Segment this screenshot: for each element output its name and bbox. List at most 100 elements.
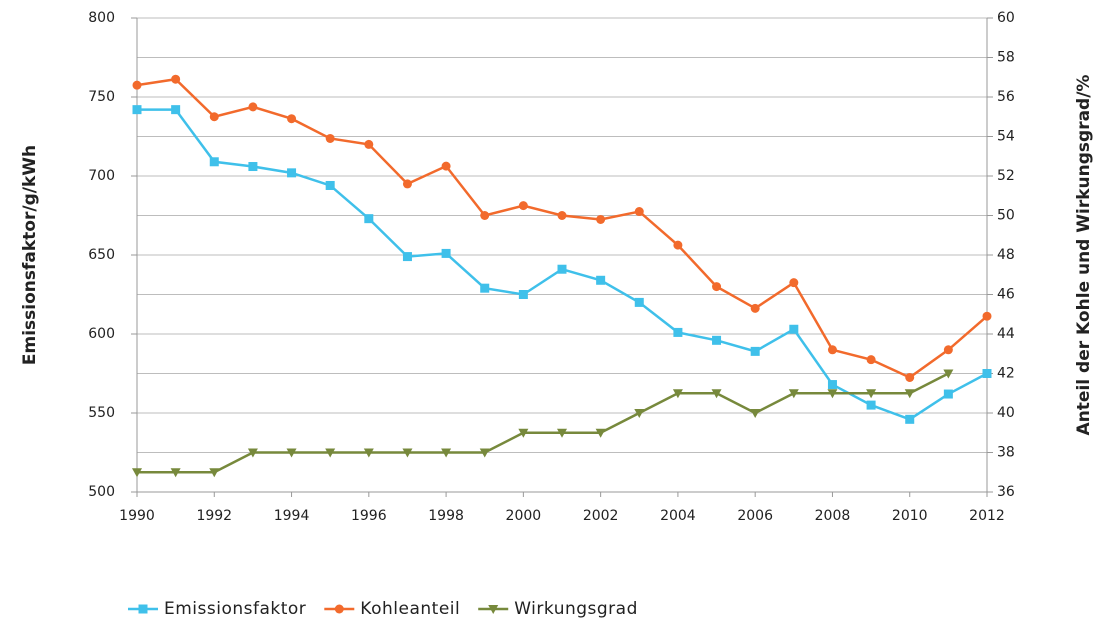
marker	[518, 428, 529, 438]
y-tick-label: 550	[88, 405, 115, 421]
marker	[325, 448, 336, 458]
marker	[672, 389, 683, 399]
marker	[673, 327, 683, 337]
marker	[518, 290, 528, 299]
marker	[138, 604, 148, 614]
marker	[170, 468, 181, 478]
marker	[905, 414, 915, 424]
marker	[325, 180, 335, 190]
y2-axis-title: Anteil der Kohle und Wirkungsgrad/%	[1074, 75, 1094, 436]
series-line	[136, 77, 988, 379]
marker	[982, 311, 992, 321]
marker	[557, 211, 567, 220]
marker	[788, 389, 799, 399]
y2-tick-label: 54	[997, 129, 1015, 145]
marker	[132, 105, 142, 115]
marker	[943, 345, 953, 355]
marker	[441, 448, 452, 458]
y-tick-label: 700	[88, 168, 115, 184]
marker	[287, 114, 297, 124]
marker	[480, 211, 490, 220]
marker	[325, 133, 335, 143]
marker	[363, 448, 374, 458]
y2-tick-label: 42	[997, 366, 1015, 382]
marker	[750, 346, 760, 356]
marker	[364, 214, 374, 224]
y2-tick-label: 44	[997, 326, 1015, 342]
marker	[943, 369, 954, 379]
marker	[789, 278, 799, 288]
marker	[634, 297, 644, 307]
marker	[209, 112, 219, 122]
y2-tick-label: 50	[997, 208, 1015, 224]
y2-tick-label: 36	[997, 484, 1015, 500]
marker	[248, 102, 258, 112]
marker	[247, 448, 258, 458]
x-tick-label: 1990	[119, 508, 155, 524]
marker	[634, 409, 645, 418]
marker	[518, 201, 528, 211]
y-tick-label: 750	[88, 89, 115, 105]
x-tick-label: 2006	[737, 508, 773, 524]
y2-tick-label: 56	[997, 89, 1015, 105]
y-axis-title: Emissionsfaktor/g/kWh	[20, 145, 40, 365]
x-tick-label: 2008	[815, 508, 851, 524]
marker	[712, 282, 722, 292]
marker	[286, 448, 297, 458]
x-tick-label: 1994	[274, 508, 310, 524]
marker	[827, 389, 838, 399]
marker	[750, 409, 761, 418]
marker	[334, 604, 344, 614]
legend-label: Wirkungsgrad	[514, 599, 638, 619]
marker	[488, 605, 499, 614]
marker	[634, 207, 644, 217]
marker	[441, 248, 451, 258]
marker	[132, 80, 142, 90]
x-tick-label: 2000	[506, 508, 542, 524]
x-tick-label: 1998	[428, 508, 464, 524]
legend-label: Kohleanteil	[360, 599, 460, 619]
x-tick-label: 2002	[583, 508, 619, 524]
y2-tick-label: 46	[997, 287, 1015, 303]
marker	[480, 283, 490, 293]
marker	[248, 162, 258, 172]
marker	[673, 240, 683, 250]
y2-tick-label: 38	[997, 445, 1015, 461]
legend-label: Emissionsfaktor	[164, 599, 306, 619]
marker	[171, 105, 181, 115]
marker	[712, 335, 722, 345]
y2-tick-label: 40	[997, 405, 1015, 421]
x-tick-label: 1992	[196, 508, 232, 524]
marker	[364, 139, 374, 149]
marker	[596, 275, 606, 285]
y2-tick-label: 52	[997, 168, 1015, 184]
marker	[750, 303, 760, 313]
marker	[209, 468, 220, 478]
marker	[904, 389, 915, 399]
marker	[557, 264, 567, 274]
y-tick-label: 500	[88, 484, 115, 500]
marker	[711, 389, 722, 399]
marker	[905, 372, 915, 382]
y2-tick-label: 48	[997, 247, 1015, 263]
y-tick-label: 800	[88, 10, 115, 26]
x-tick-label: 2010	[892, 508, 928, 524]
x-tick-label: 1996	[351, 508, 387, 524]
marker	[209, 157, 219, 167]
marker	[402, 252, 412, 262]
marker	[827, 380, 837, 390]
marker	[171, 74, 181, 84]
marker	[595, 428, 606, 438]
marker	[287, 168, 297, 178]
marker	[479, 448, 490, 458]
marker	[402, 448, 413, 458]
marker	[866, 400, 876, 410]
y2-tick-label: 60	[997, 10, 1015, 26]
y-tick-label: 600	[88, 326, 115, 342]
marker	[402, 179, 412, 189]
marker	[982, 369, 992, 378]
marker	[789, 324, 799, 334]
marker	[827, 345, 837, 355]
series-line	[137, 372, 949, 474]
